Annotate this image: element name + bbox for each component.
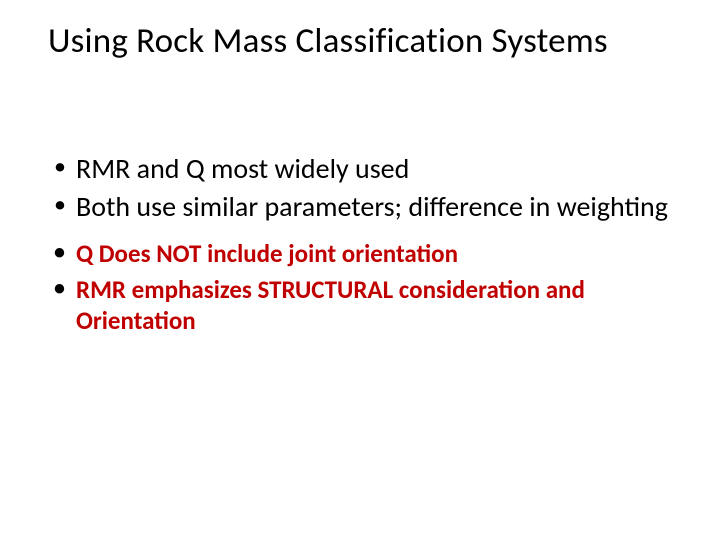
slide: Using Rock Mass Classification Systems R… xyxy=(0,0,720,540)
list-item: Q Does NOT include joint orientation xyxy=(48,238,672,269)
list-item: RMR and Q most widely used xyxy=(48,152,672,186)
list-item: Both use similar parameters; difference … xyxy=(48,190,672,224)
slide-title: Using Rock Mass Classification Systems xyxy=(48,20,672,62)
list-item: RMR emphasizes STRUCTURAL consideration … xyxy=(48,274,672,337)
emphasis-text: Q Does NOT include joint orientation xyxy=(76,238,458,269)
bullet-list-main: RMR and Q most widely used Both use simi… xyxy=(48,152,672,224)
bullet-list-emphasis: Q Does NOT include joint orientation RMR… xyxy=(48,238,672,336)
emphasis-text: RMR emphasizes STRUCTURAL consideration … xyxy=(76,274,585,336)
